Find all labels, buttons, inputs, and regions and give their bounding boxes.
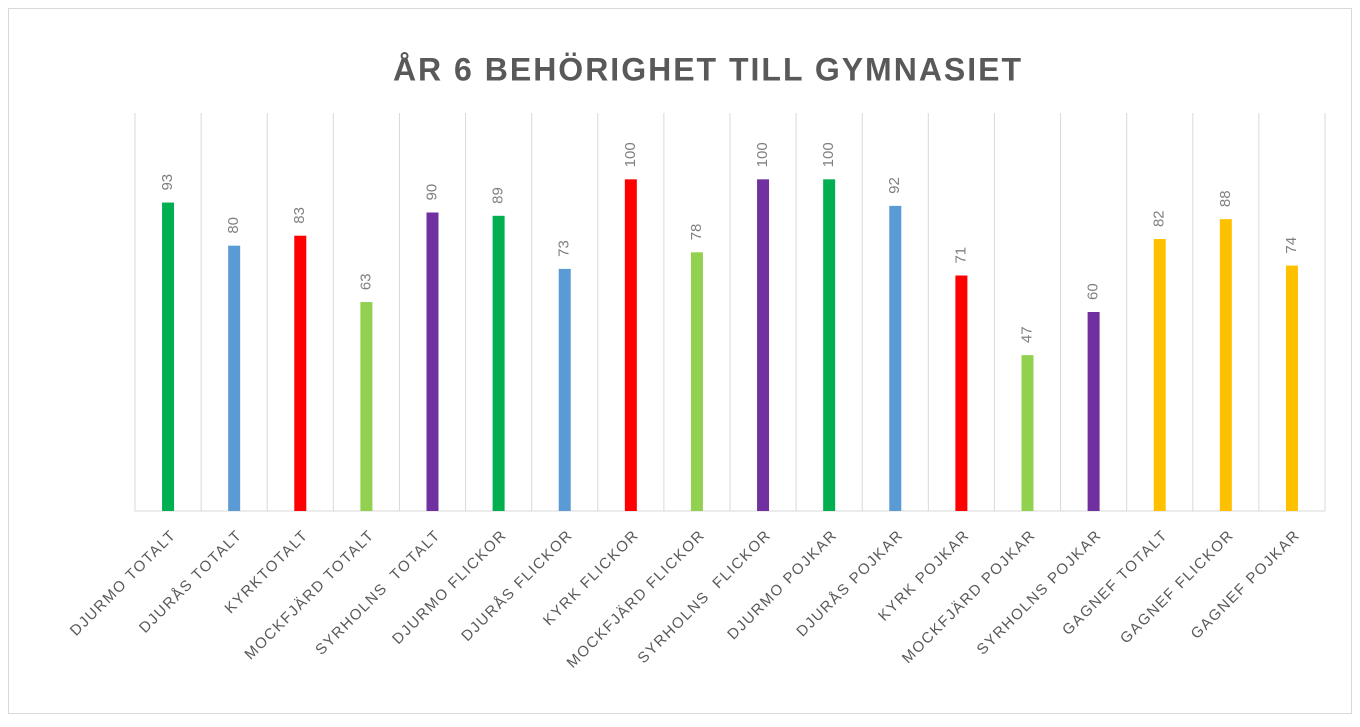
- value-label: 73: [556, 240, 573, 257]
- bar: [690, 252, 703, 512]
- bar: [162, 202, 175, 512]
- value-label: 47: [1018, 326, 1035, 343]
- bar: [1219, 219, 1232, 511]
- bar: [1021, 355, 1034, 511]
- value-label: 60: [1085, 283, 1102, 300]
- bar: [1087, 312, 1100, 511]
- value-label: 80: [225, 217, 242, 234]
- value-label: 74: [1283, 237, 1300, 254]
- bar: [294, 235, 307, 511]
- value-label: 100: [754, 142, 771, 167]
- bar: [492, 215, 505, 512]
- value-label: 88: [1217, 190, 1234, 207]
- value-label: 93: [159, 174, 176, 191]
- bar: [624, 179, 637, 512]
- bar: [228, 245, 241, 511]
- value-label: 90: [423, 184, 440, 201]
- chart-title: ÅR 6 BEHÖRIGHET TILL GYMNASIET: [393, 51, 1023, 87]
- bar: [889, 205, 902, 511]
- bar: [1153, 239, 1166, 512]
- bar: [823, 179, 836, 512]
- bar: [426, 212, 439, 511]
- value-label: 89: [490, 187, 507, 204]
- value-label: 83: [291, 207, 308, 224]
- value-label: 63: [357, 273, 374, 290]
- value-label: 78: [688, 224, 705, 241]
- bar: [955, 275, 968, 511]
- value-label: 100: [622, 142, 639, 167]
- value-label: 100: [820, 142, 837, 167]
- bar: [757, 179, 770, 512]
- value-label: 82: [1151, 210, 1168, 227]
- bar: [360, 302, 373, 511]
- bar: [558, 268, 571, 511]
- value-label: 71: [952, 247, 969, 264]
- bar: [1285, 265, 1298, 511]
- value-label: 92: [886, 177, 903, 194]
